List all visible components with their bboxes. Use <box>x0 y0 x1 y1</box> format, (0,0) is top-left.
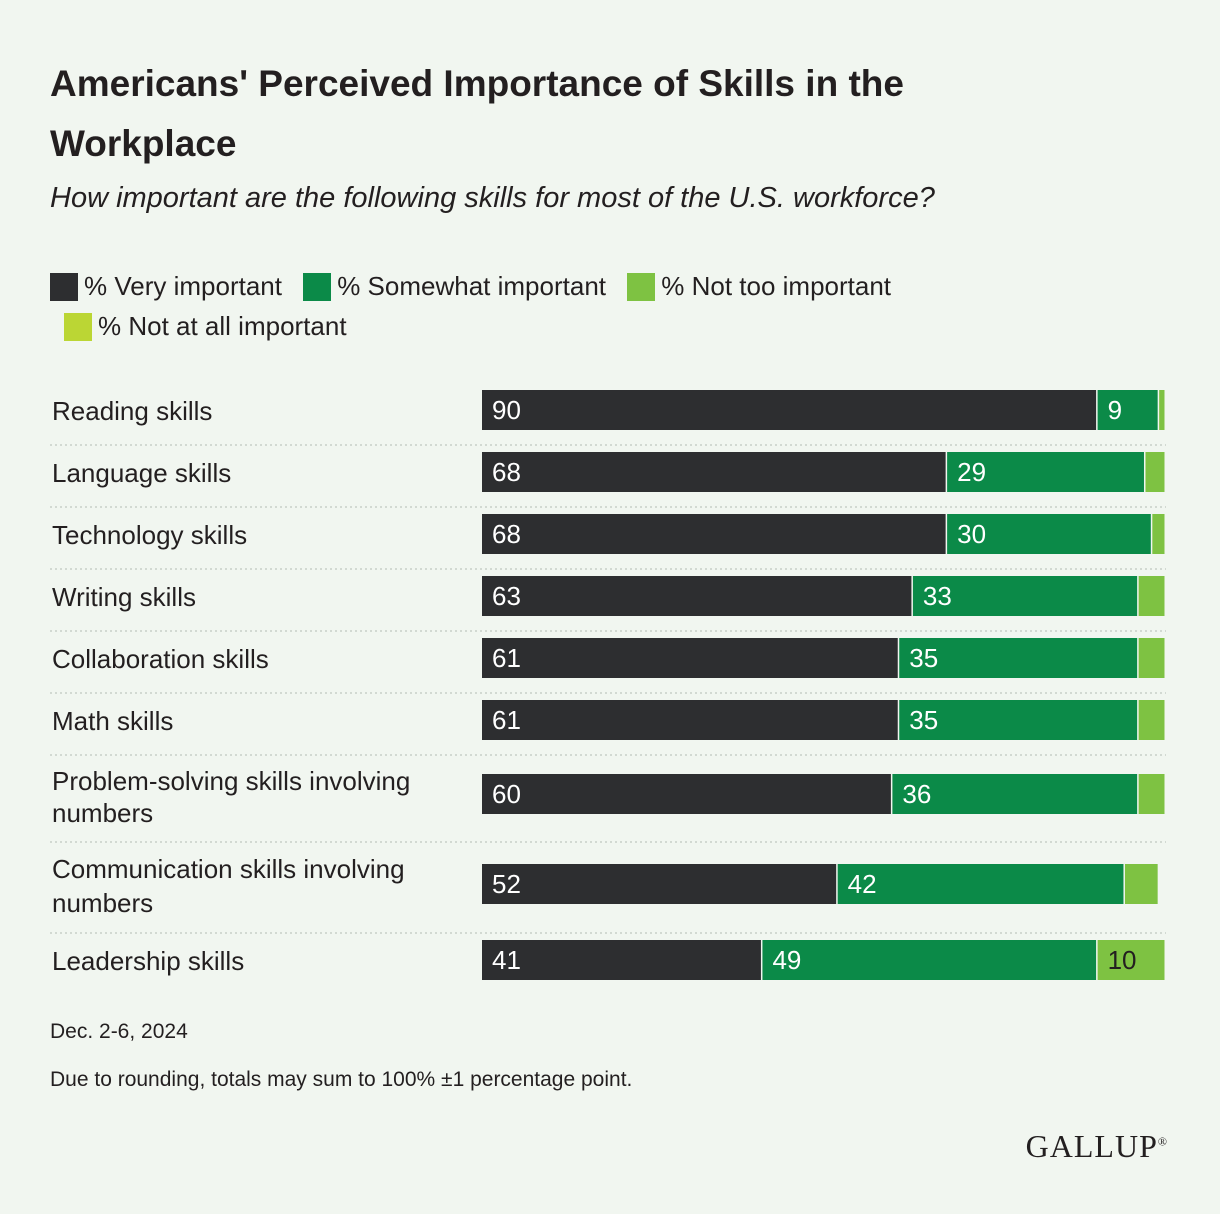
legend-swatch-not-at-all <box>64 313 92 341</box>
gallup-logo: GALLUP® <box>1026 1128 1168 1165</box>
bar-segment-not_too <box>1159 390 1165 430</box>
data-label: 9 <box>1108 395 1122 425</box>
data-label: 10 <box>1108 945 1137 975</box>
bar-segment-not_too <box>1138 700 1165 740</box>
bar-segment-somewhat <box>947 452 1144 492</box>
legend-swatch-somewhat <box>303 273 332 301</box>
category-label: Collaboration skills <box>52 644 269 674</box>
bar-segment-very <box>482 390 1097 430</box>
bar-segment-somewhat <box>1097 390 1158 430</box>
gallup-logo-text: GALLUP <box>1025 1128 1158 1164</box>
category-label: Math skills <box>52 706 173 736</box>
data-label: 52 <box>492 869 521 899</box>
category-label: Writing skills <box>52 582 196 612</box>
bar-segment-not_too <box>1152 514 1165 554</box>
data-label: 35 <box>909 643 938 673</box>
bar-segment-not_too <box>1124 864 1158 904</box>
bar-segment-not_too <box>1097 940 1165 980</box>
legend-item-not-at-all: % Not at all important <box>64 311 347 341</box>
legend-label-not-at-all: % Not at all important <box>98 311 347 341</box>
category-label: numbers <box>52 888 153 918</box>
data-label: 36 <box>902 779 931 809</box>
chart-title: Americans' Perceived Importance of Skill… <box>50 63 904 164</box>
data-label: 61 <box>492 705 521 735</box>
bar-segment-very <box>482 514 946 554</box>
bar-segment-not_too <box>1138 774 1165 814</box>
data-label: 41 <box>492 945 521 975</box>
data-label: 63 <box>492 581 521 611</box>
legend-label-very: % Very important <box>84 271 282 301</box>
stacked-bar-chart: Reading skills 90 9 Language skills 68 29 Tech… <box>50 390 1166 980</box>
data-label: 68 <box>492 457 521 487</box>
data-label: 29 <box>957 457 986 487</box>
legend-swatch-very <box>50 273 78 301</box>
data-label: 61 <box>492 643 521 673</box>
data-label: 49 <box>772 945 801 975</box>
chart-subtitle: How important are the following skills f… <box>50 182 935 214</box>
bar-segment-somewhat <box>837 864 1124 904</box>
data-label: 30 <box>957 519 986 549</box>
category-label: Technology skills <box>52 520 247 550</box>
bar-segment-very <box>482 940 761 980</box>
bar-segment-somewhat <box>899 638 1138 678</box>
bar-segment-very <box>482 576 912 616</box>
category-label: Problem-solving skills involving <box>52 766 410 796</box>
category-label: Language skills <box>52 458 231 488</box>
legend-item-very: % Very important <box>50 271 282 301</box>
legend-item-somewhat: % Somewhat important <box>303 271 606 301</box>
bar-segment-not_too <box>1145 452 1165 492</box>
bar-segment-very <box>482 452 946 492</box>
legend-swatch-not-too <box>627 273 656 301</box>
bar-segment-very <box>482 774 891 814</box>
bar-segment-somewhat <box>912 576 1138 616</box>
bar-segment-somewhat <box>947 514 1151 554</box>
legend-label-somewhat: % Somewhat important <box>337 271 607 301</box>
bar-segment-very <box>482 700 898 740</box>
bar-segment-very <box>482 638 898 678</box>
survey-date: Dec. 2-6, 2024 <box>50 1020 188 1043</box>
rounding-note: Due to rounding, totals may sum to 100% … <box>50 1068 633 1091</box>
data-label: 42 <box>848 869 877 899</box>
category-label: numbers <box>52 798 153 828</box>
data-label: 90 <box>492 395 521 425</box>
registered-mark: ® <box>1157 1134 1168 1149</box>
bar-segment-somewhat <box>762 940 1097 980</box>
category-label: Reading skills <box>52 396 212 426</box>
legend: % Very important % Somewhat important % … <box>50 266 1190 346</box>
data-label: 68 <box>492 519 521 549</box>
bar-segment-very <box>482 864 837 904</box>
legend-label-not-too: % Not too important <box>661 271 892 301</box>
data-label: 60 <box>492 779 521 809</box>
legend-item-not-too: % Not too important <box>627 271 891 301</box>
data-label: 35 <box>909 705 938 735</box>
bar-segment-somewhat <box>899 700 1138 740</box>
bar-segment-not_too <box>1138 576 1165 616</box>
bar-segment-somewhat <box>892 774 1138 814</box>
data-label: 33 <box>923 581 952 611</box>
bar-segment-not_too <box>1138 638 1165 678</box>
category-label: Leadership skills <box>52 946 244 976</box>
category-label: Communication skills involving <box>52 854 405 884</box>
